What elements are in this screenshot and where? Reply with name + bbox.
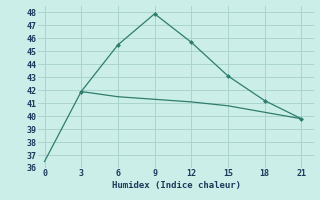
- X-axis label: Humidex (Indice chaleur): Humidex (Indice chaleur): [111, 181, 241, 190]
